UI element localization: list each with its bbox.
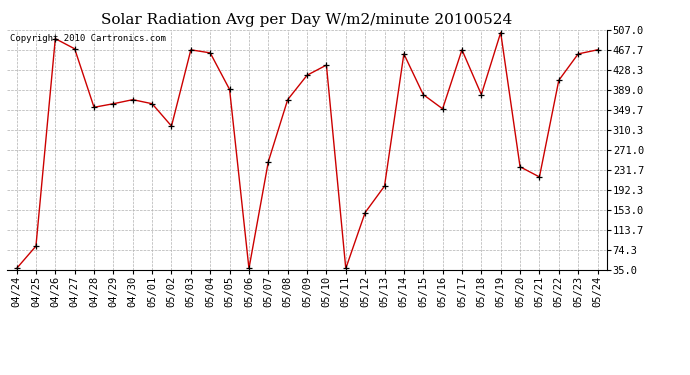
Title: Solar Radiation Avg per Day W/m2/minute 20100524: Solar Radiation Avg per Day W/m2/minute … <box>101 13 513 27</box>
Text: Copyright 2010 Cartronics.com: Copyright 2010 Cartronics.com <box>10 34 166 43</box>
